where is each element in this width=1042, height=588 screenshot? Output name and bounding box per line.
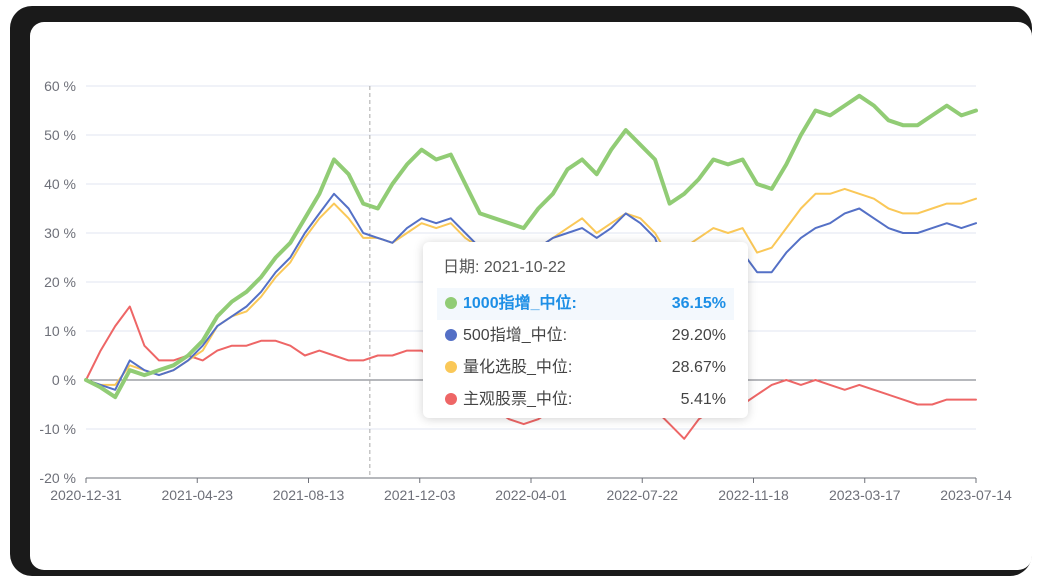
tooltip-series-value: 28.67% bbox=[671, 359, 726, 376]
y-axis: 60 % 50 % 40 % 30 % 20 % 10 % 0 % -10 % -20 % bbox=[39, 78, 76, 486]
series-line-1[interactable] bbox=[84, 93, 978, 400]
tooltip-row: 500指增_中位: 29.20% bbox=[437, 320, 734, 352]
x-tick-label: 2023-07-14 bbox=[940, 487, 1012, 503]
tooltip: 日期: 2021-10-22 1000指增_中位: 36.15% 500指增_中位:… bbox=[423, 242, 748, 418]
legend-dot-icon bbox=[445, 393, 457, 405]
x-tick-label: 2021-04-23 bbox=[161, 487, 233, 503]
x-tick-label: 2022-07-22 bbox=[606, 487, 678, 503]
device-frame: 60 % 50 % 40 % 30 % 20 % 10 % 0 % -10 % -20 % 20… bbox=[10, 6, 1032, 576]
legend-dot-icon bbox=[445, 361, 457, 373]
series-line-4[interactable] bbox=[85, 305, 977, 440]
y-tick-label: 60 % bbox=[44, 78, 76, 94]
legend-dot-icon bbox=[445, 329, 457, 341]
x-tick-label: 2021-08-13 bbox=[273, 487, 345, 503]
y-tick-label: 40 % bbox=[44, 176, 76, 192]
x-tick-label: 2021-12-03 bbox=[384, 487, 456, 503]
tooltip-series-value: 29.20% bbox=[671, 327, 726, 344]
y-tick-label: -10 % bbox=[39, 421, 76, 437]
line-chart[interactable]: 60 % 50 % 40 % 30 % 20 % 10 % 0 % -10 % -20 % 20… bbox=[30, 22, 1032, 570]
legend-dot-icon bbox=[445, 297, 457, 309]
tooltip-series-name: 主观股票_中位: bbox=[463, 391, 573, 408]
tooltip-series-name: 量化选股_中位: bbox=[463, 359, 573, 376]
tooltip-row: 主观股票_中位: 5.41% bbox=[437, 384, 734, 416]
y-tick-label: 10 % bbox=[44, 323, 76, 339]
tooltip-date: 日期: 2021-10-22 bbox=[443, 259, 566, 276]
x-tick-label: 2023-03-17 bbox=[829, 487, 901, 503]
tooltip-series-name: 500指增_中位: bbox=[463, 327, 568, 344]
tooltip-series-value: 36.15% bbox=[671, 295, 726, 312]
tooltip-row: 1000指增_中位: 36.15% bbox=[437, 288, 734, 320]
tooltip-row: 量化选股_中位: 28.67% bbox=[437, 352, 734, 384]
x-tick-label: 2020-12-31 bbox=[50, 487, 122, 503]
y-tick-label: 0 % bbox=[52, 372, 76, 388]
tooltip-series-value: 5.41% bbox=[680, 391, 726, 408]
y-tick-label: 30 % bbox=[44, 225, 76, 241]
tooltip-series-name: 1000指增_中位: bbox=[463, 295, 577, 312]
chart-panel: 60 % 50 % 40 % 30 % 20 % 10 % 0 % -10 % -20 % 20… bbox=[30, 22, 1032, 570]
x-tick-label: 2022-04-01 bbox=[495, 487, 567, 503]
y-tick-label: 20 % bbox=[44, 274, 76, 290]
y-tick-label: -20 % bbox=[39, 470, 76, 486]
x-axis: 2020-12-31 2021-04-23 2021-08-13 2021-12-03… bbox=[50, 477, 1012, 503]
x-tick-label: 2022-11-18 bbox=[718, 487, 789, 503]
y-tick-label: 50 % bbox=[44, 127, 76, 143]
